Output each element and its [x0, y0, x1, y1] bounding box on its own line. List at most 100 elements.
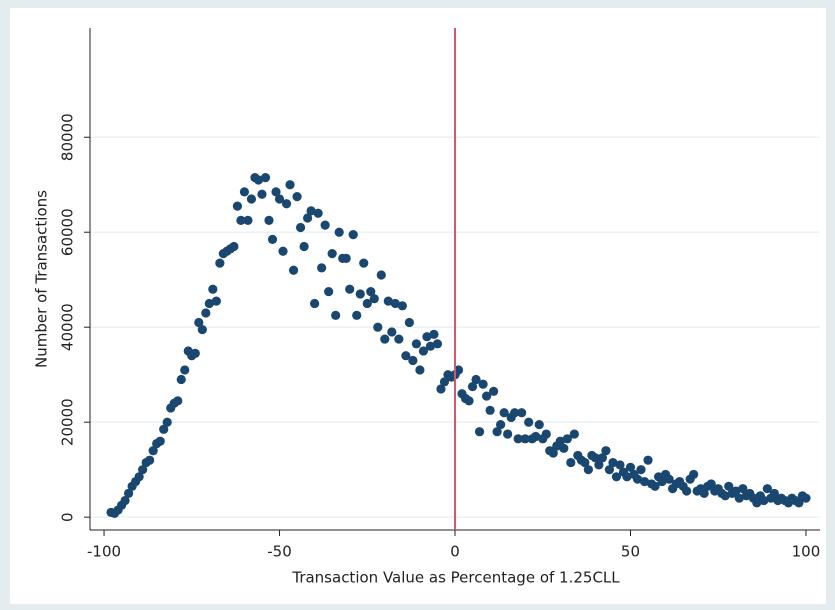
point [657, 476, 667, 487]
point [489, 386, 499, 396]
point [264, 215, 274, 225]
point [485, 405, 495, 415]
point [334, 227, 344, 237]
point [597, 453, 608, 463]
point [734, 493, 744, 503]
point [215, 258, 225, 268]
point [418, 346, 429, 356]
point [436, 384, 446, 394]
point [148, 446, 158, 456]
point [801, 493, 811, 503]
point [211, 296, 221, 306]
point [411, 339, 421, 349]
x-tick-label: -100 [87, 543, 121, 561]
point [580, 457, 590, 468]
point [331, 310, 341, 320]
point [387, 327, 397, 337]
point [583, 465, 593, 475]
point [278, 246, 288, 256]
point [267, 234, 278, 244]
point [397, 301, 407, 311]
point [257, 189, 267, 199]
point [359, 258, 369, 268]
point [260, 173, 271, 183]
point [295, 222, 306, 233]
point [362, 298, 372, 309]
point [345, 284, 355, 294]
point [720, 491, 730, 501]
point [197, 324, 207, 335]
point [173, 396, 183, 406]
point [204, 298, 214, 309]
point [752, 498, 762, 508]
point [510, 408, 520, 418]
point [232, 201, 243, 211]
point [566, 457, 576, 468]
point [317, 263, 327, 273]
point [320, 220, 330, 230]
point [615, 460, 625, 470]
point [310, 298, 320, 309]
point [162, 417, 172, 427]
point [180, 365, 190, 375]
point [190, 348, 200, 358]
point [285, 180, 295, 190]
point [253, 175, 264, 185]
point [246, 194, 257, 204]
point [611, 472, 622, 482]
point [208, 284, 218, 294]
point [769, 488, 779, 499]
point [524, 417, 534, 427]
point [467, 381, 478, 392]
point [271, 187, 281, 197]
point [138, 465, 148, 475]
point [562, 434, 572, 444]
point [380, 334, 390, 344]
point [601, 446, 611, 456]
point [517, 408, 527, 418]
point [622, 472, 632, 482]
point [341, 253, 351, 263]
point [355, 289, 365, 299]
point [759, 495, 769, 506]
point [492, 427, 502, 437]
point [439, 377, 450, 387]
point [327, 248, 337, 259]
point [299, 241, 309, 252]
x-axis-title: Transaction Value as Percentage of 1.25C… [291, 569, 620, 587]
point [415, 365, 425, 375]
point [404, 317, 414, 328]
point [373, 322, 383, 332]
point [274, 194, 285, 204]
point [229, 241, 239, 252]
point [376, 270, 386, 280]
point [281, 199, 292, 209]
point [689, 469, 699, 480]
point [348, 229, 358, 240]
point [292, 191, 302, 202]
point [520, 434, 530, 444]
point [401, 351, 411, 361]
point [474, 427, 485, 437]
point [478, 379, 488, 389]
point [313, 208, 323, 218]
point [366, 286, 376, 297]
point [706, 479, 716, 489]
point [636, 465, 646, 475]
point [541, 429, 551, 439]
point [155, 436, 165, 446]
x-tick-label: 50 [621, 543, 640, 561]
point [243, 215, 253, 225]
point [762, 484, 772, 494]
point [608, 457, 618, 468]
point [699, 488, 709, 499]
point [429, 329, 439, 339]
y-tick-label: 20000 [59, 398, 77, 446]
point [724, 481, 734, 491]
point [239, 187, 250, 197]
point [632, 474, 643, 484]
x-tick-label: -50 [267, 543, 292, 561]
point [236, 215, 246, 225]
point [531, 431, 541, 442]
point [159, 424, 169, 434]
